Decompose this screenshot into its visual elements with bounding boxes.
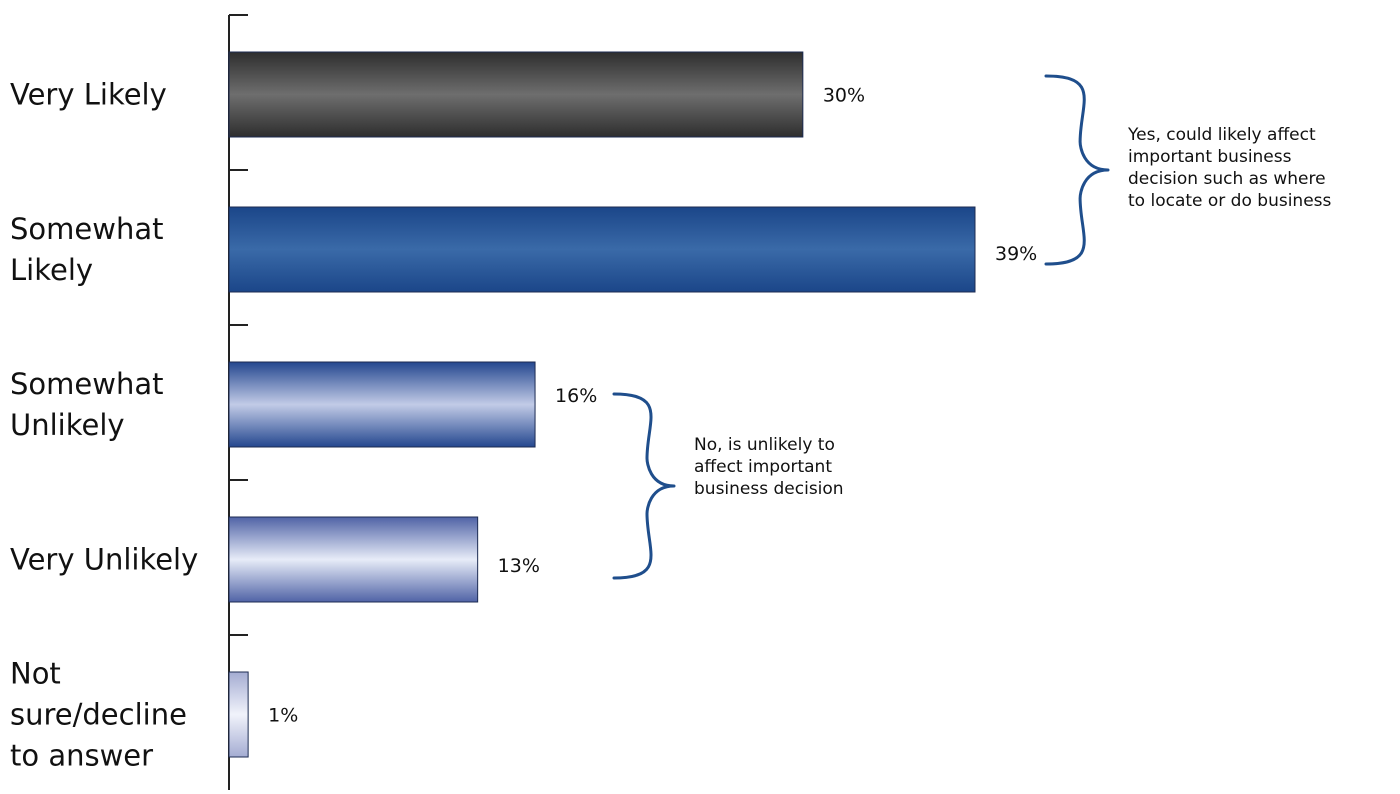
annotation-text-line: important business xyxy=(1128,147,1292,167)
annotation-text-line: decision such as where xyxy=(1128,169,1326,189)
bar-not-sure xyxy=(228,671,249,758)
value-label: 16% xyxy=(555,385,597,407)
category-label-line: Very Likely xyxy=(10,78,167,112)
category-label-line: Not xyxy=(10,657,61,691)
category-label: Somewhat Likely xyxy=(10,212,163,287)
bar-somewhat-unlikely xyxy=(228,361,536,448)
annotation-bracket xyxy=(612,392,676,580)
category-label-line: Somewhat xyxy=(10,367,163,401)
category-label: Very Likely xyxy=(10,78,167,112)
bar-somewhat-likely xyxy=(228,206,976,293)
value-label: 13% xyxy=(498,555,540,577)
label-layer: 30% Very Likely 39% Somewhat Likely 16% Somewh… xyxy=(10,78,1037,773)
category-label: Very Unlikely xyxy=(10,543,198,577)
category-label-line: Unlikely xyxy=(10,408,125,442)
bar-very-unlikely xyxy=(228,516,479,603)
category-label-line: Very Unlikely xyxy=(10,543,198,577)
category-label-line: sure/decline xyxy=(10,698,187,732)
annotation-text-line: affect important xyxy=(694,457,832,477)
annotation-bracket xyxy=(1044,74,1110,266)
category-label: Not sure/decline to answer xyxy=(10,657,187,773)
category-label: Somewhat Unlikely xyxy=(10,367,163,442)
annotation-text-line: No, is unlikely to xyxy=(694,435,835,455)
annotation-text-line: Yes, could likely affect xyxy=(1127,125,1316,145)
value-label: 30% xyxy=(823,85,865,107)
bar-layer xyxy=(228,51,976,758)
annotation-text-line: business decision xyxy=(694,479,844,499)
annotation-text-line: to locate or do business xyxy=(1128,191,1332,211)
category-label-line: Likely xyxy=(10,253,93,287)
category-label-line: to answer xyxy=(10,739,153,773)
value-label: 39% xyxy=(995,243,1037,265)
value-label: 1% xyxy=(268,705,298,727)
category-label-line: Somewhat xyxy=(10,212,163,246)
bar-very-likely xyxy=(228,51,804,138)
